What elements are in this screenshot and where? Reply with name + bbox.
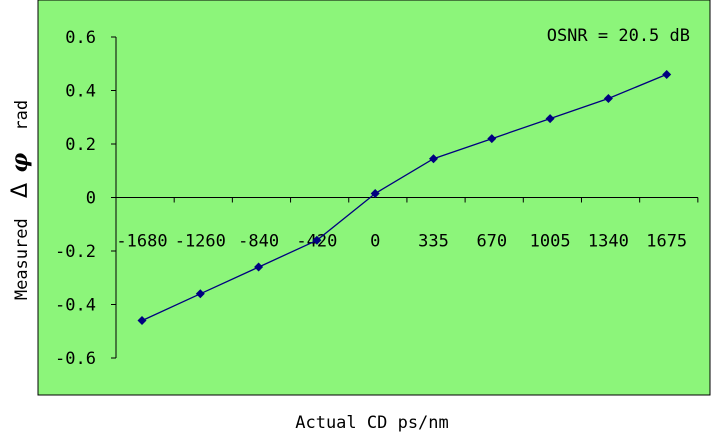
y-axis-title-suffix: rad — [12, 100, 32, 131]
y-tick-label: 0.2 — [65, 135, 96, 155]
y-tick-label: -0.4 — [55, 296, 96, 316]
data-point — [429, 154, 438, 164]
data-point — [254, 262, 264, 272]
y-axis-title-phi: φ — [7, 153, 33, 173]
series — [137, 69, 672, 326]
x-tick-label: 670 — [476, 232, 507, 252]
y-tick-label: -0.6 — [55, 349, 96, 369]
y-tick-label: -0.2 — [55, 242, 96, 262]
x-tick-label: 1340 — [588, 232, 629, 252]
series-line — [141, 73, 667, 322]
y-axis-title: Measured Δ φ rad — [7, 100, 33, 300]
y-tick-label: 0.4 — [65, 82, 96, 102]
osnr-annotation: OSNR = 20.5 dB — [547, 26, 690, 46]
data-point — [487, 134, 497, 144]
data-point — [662, 69, 672, 79]
data-point — [137, 316, 147, 326]
y-axis-title-delta: Δ — [8, 183, 33, 198]
y-axis-title-prefix: Measured — [12, 218, 32, 300]
data-point — [370, 188, 380, 198]
data-point — [195, 289, 205, 299]
x-axis: -1680-1260-840-4200335670100513401675 — [115, 197, 699, 252]
x-tick-label: 0 — [370, 232, 380, 252]
y-tick-label: 0.6 — [65, 28, 96, 48]
x-tick-label: 1005 — [530, 232, 571, 252]
x-tick-label: -1680 — [116, 232, 167, 252]
data-point — [545, 114, 555, 124]
data-point — [312, 235, 322, 245]
x-tick-label: 335 — [418, 232, 449, 252]
y-tick-label: 0 — [86, 189, 96, 209]
x-tick-label: 1675 — [646, 232, 687, 252]
x-tick-label: -840 — [238, 232, 279, 252]
data-point — [603, 94, 613, 104]
x-tick-label: -1260 — [175, 232, 226, 252]
x-axis-title: Actual CD ps/nm — [295, 413, 449, 433]
